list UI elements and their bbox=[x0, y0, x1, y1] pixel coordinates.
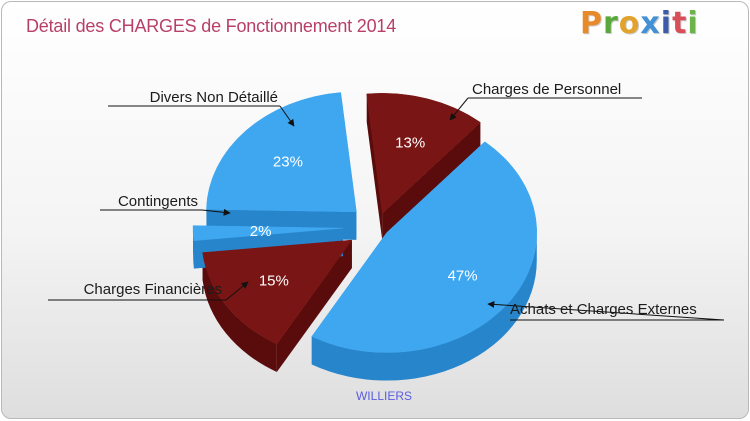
chart-title: Détail des CHARGES de Fonctionnement 201… bbox=[26, 16, 397, 36]
slice-achats-et-charges-externes[interactable] bbox=[311, 141, 538, 353]
category-label-divers-non-detaille: Divers Non Détaillé bbox=[150, 89, 278, 106]
slice-charges-de-personnel[interactable] bbox=[366, 93, 481, 214]
percent-label-achats-et-charges-externes: 47% bbox=[448, 268, 478, 285]
category-label-contingents: Contingents bbox=[118, 193, 198, 210]
slice-wall-charges-financieres bbox=[276, 240, 352, 372]
percent-label-divers-non-detaille: 23% bbox=[273, 153, 303, 170]
slice-side-achats-et-charges-externes bbox=[311, 232, 537, 381]
leader-arrow-divers-non-detaille bbox=[279, 105, 295, 127]
slice-wall-charges-de-personnel bbox=[366, 93, 383, 242]
category-label-achats-et-charges-externes: Achats et Charges Externes bbox=[510, 301, 697, 318]
percent-label-charges-de-personnel: 13% bbox=[395, 134, 425, 151]
leader-arrow-charges-financieres bbox=[225, 281, 249, 301]
leader-arrow-charges-de-personnel bbox=[449, 97, 469, 121]
slice-charges-financieres[interactable] bbox=[202, 239, 353, 345]
slice-wall-charges-de-personnel bbox=[382, 122, 481, 242]
slice-contingents[interactable] bbox=[192, 225, 344, 241]
slice-side-charges-financieres bbox=[202, 252, 277, 372]
slice-divers-non-detaille[interactable] bbox=[206, 92, 357, 213]
percent-label-charges-financieres: 15% bbox=[259, 273, 289, 290]
proxiti-logo[interactable]: Proxiti bbox=[580, 6, 699, 41]
category-label-charges-de-personnel: Charges de Personnel bbox=[472, 81, 621, 98]
commune-name: WILLIERS bbox=[356, 389, 412, 403]
leader-arrow-contingents bbox=[201, 208, 231, 216]
percent-label-contingents: 2% bbox=[250, 223, 272, 240]
category-label-charges-financieres: Charges Financières bbox=[84, 281, 222, 298]
leader-arrow-achats-et-charges-externes bbox=[487, 300, 725, 321]
